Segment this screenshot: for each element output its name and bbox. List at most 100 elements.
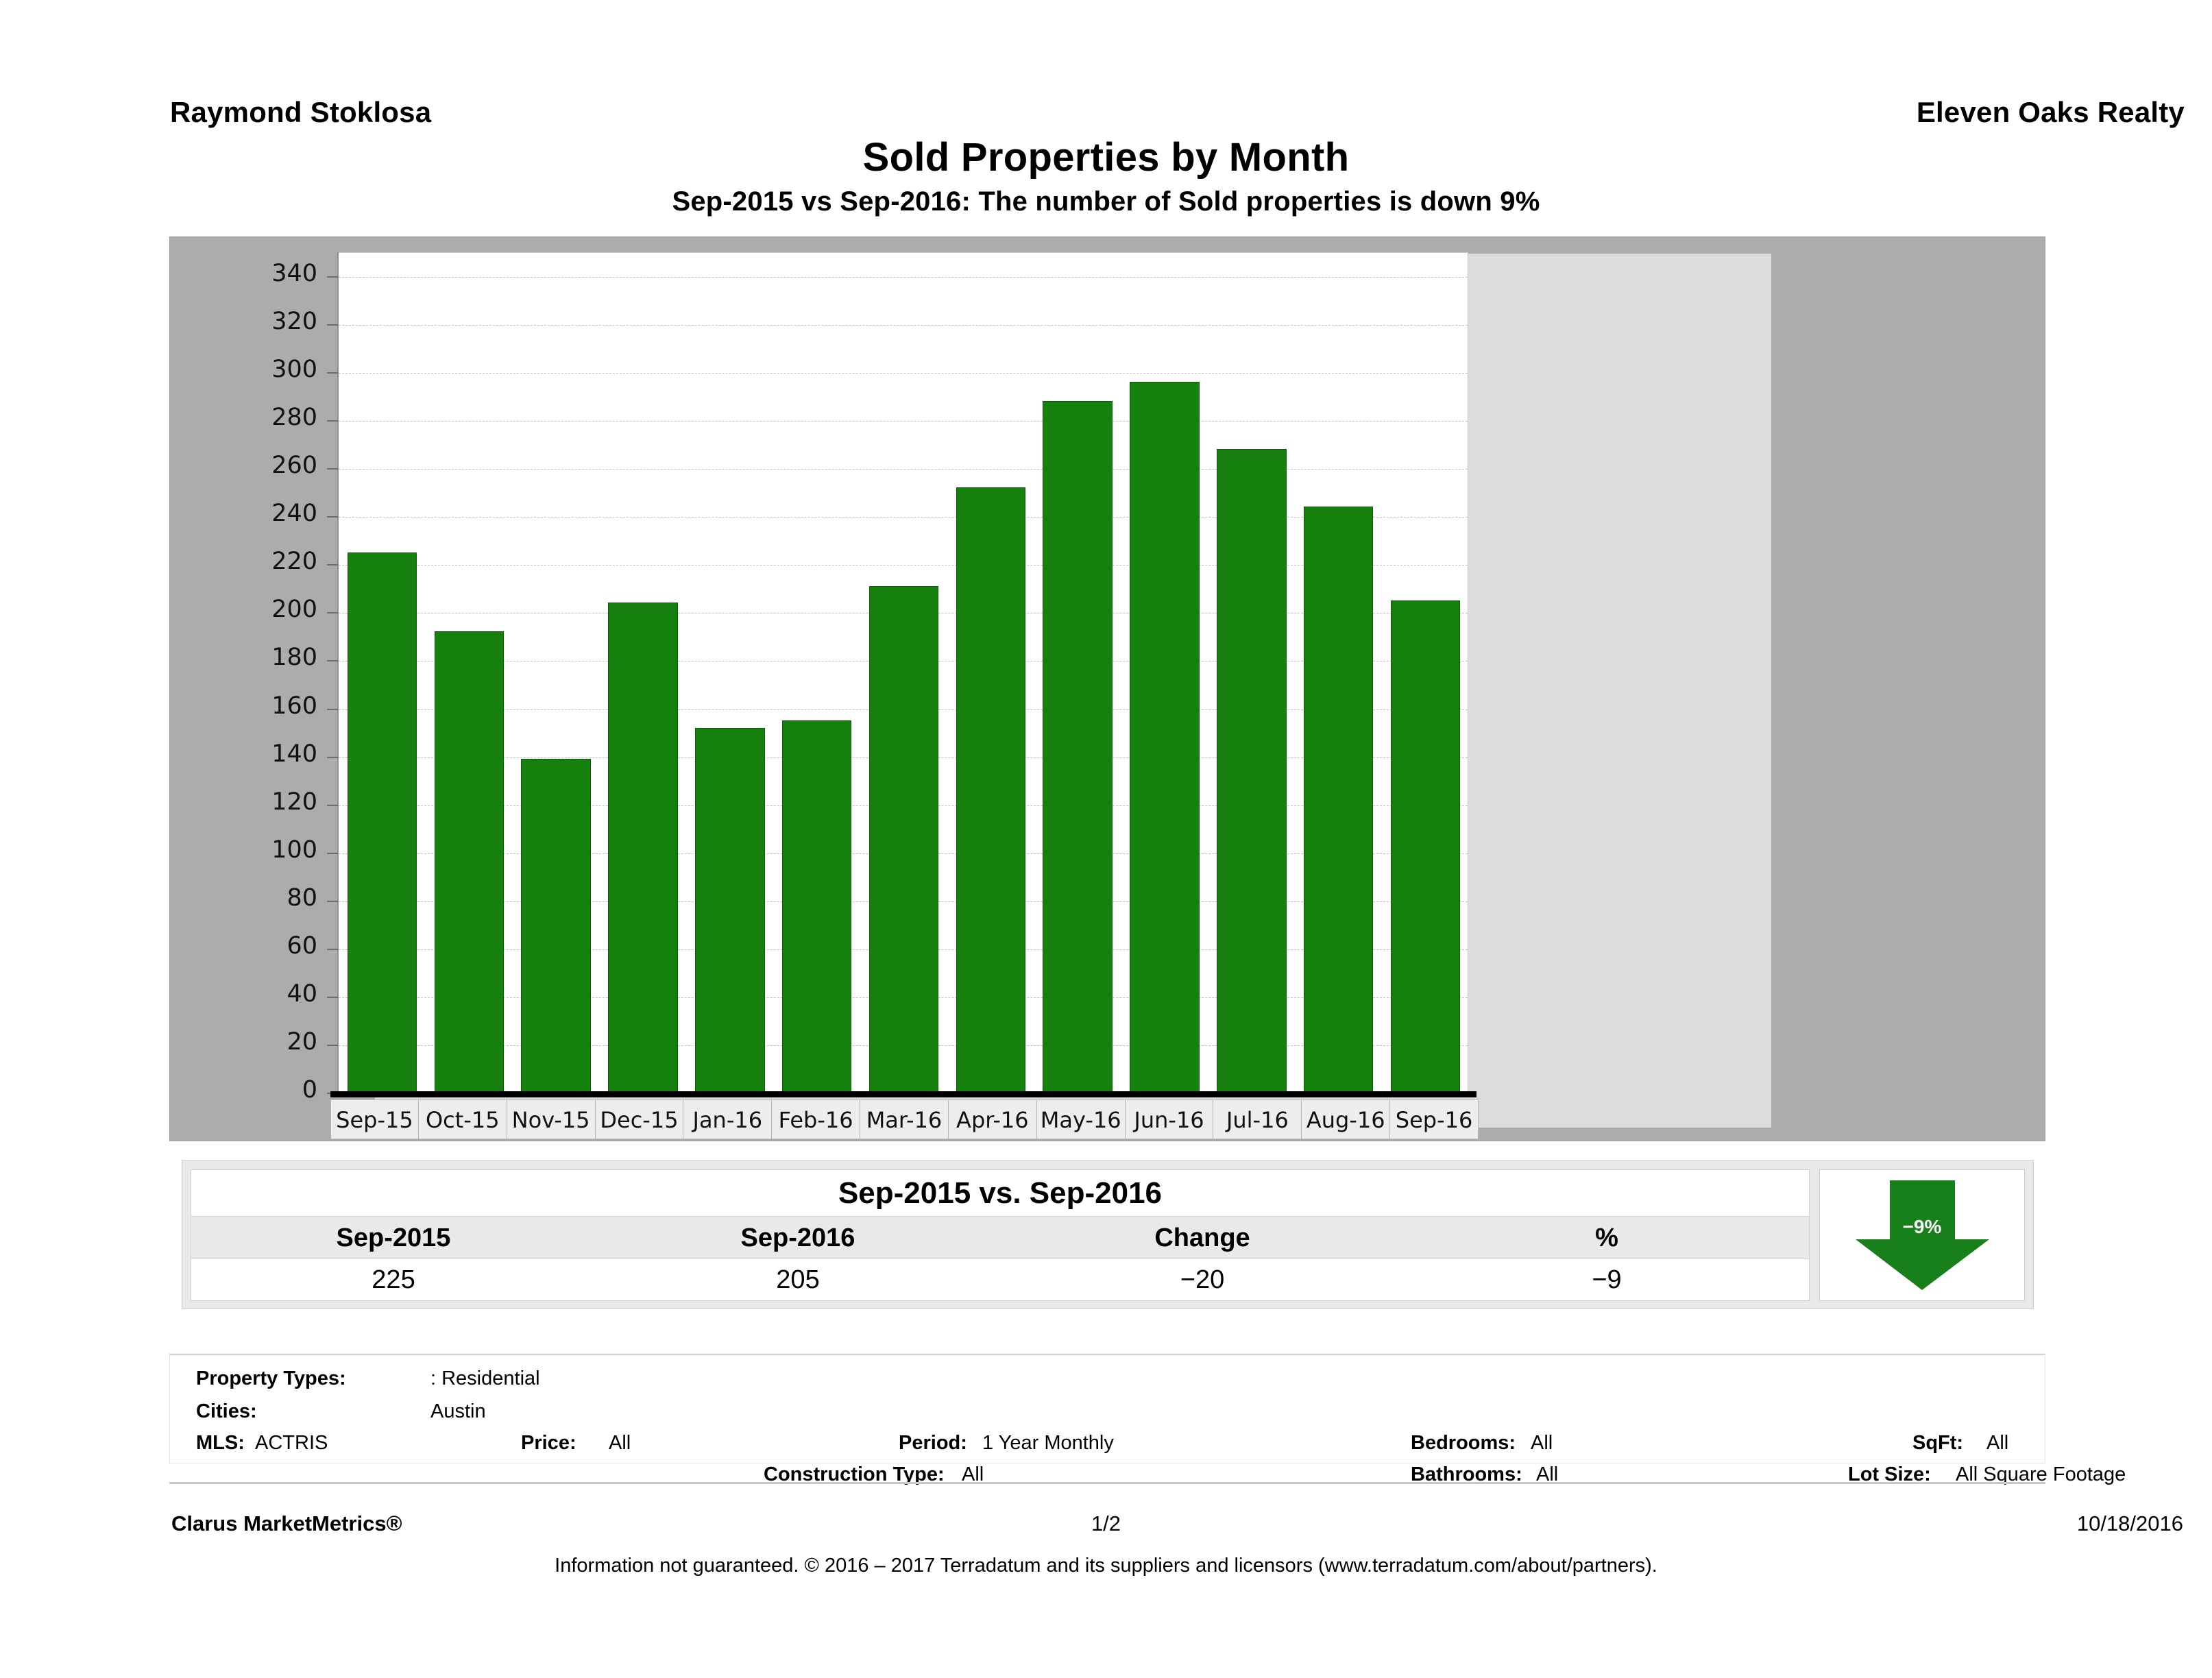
- comparison-value-cell: 205: [776, 1265, 820, 1294]
- y-axis-tick-mark: [327, 612, 338, 614]
- report-header: Raymond Stoklosa Eleven Oaks Realty: [0, 96, 2212, 137]
- page-subtitle: Sep-2015 vs Sep-2016: The number of Sold…: [672, 186, 1540, 217]
- y-axis-tick-mark: [327, 708, 338, 710]
- construction-type-label: Construction Type:: [764, 1463, 945, 1485]
- change-badge: −9%: [1819, 1169, 2025, 1301]
- chart-bars: [339, 252, 1468, 1093]
- sqft-value: All: [1986, 1432, 2009, 1454]
- chart-bar[interactable]: [1043, 401, 1113, 1093]
- y-axis-tick-label: 80: [287, 884, 317, 912]
- y-axis-tick-label: 320: [271, 308, 317, 336]
- period-label: Period:: [899, 1432, 967, 1454]
- y-axis-tick-mark: [327, 276, 338, 278]
- x-axis-tick-label: Jan-16: [683, 1100, 773, 1140]
- price-value: All: [609, 1432, 631, 1454]
- lot-size-value: All Square Footage: [1956, 1463, 2126, 1485]
- chart-bar[interactable]: [781, 720, 852, 1093]
- y-axis-line: [337, 252, 339, 1093]
- badge-label: −9%: [1902, 1216, 1942, 1237]
- chart-bar[interactable]: [695, 727, 765, 1093]
- x-axis-tick-label: Apr-16: [949, 1100, 1037, 1140]
- bedrooms-value: All: [1531, 1432, 1553, 1454]
- chart-bar[interactable]: [868, 585, 939, 1093]
- bedrooms-label: Bedrooms:: [1411, 1432, 1516, 1454]
- chart-bar[interactable]: [956, 487, 1026, 1093]
- brokerage-name: Eleven Oaks Realty: [1916, 96, 2185, 128]
- y-axis-tick-mark: [327, 1044, 338, 1046]
- y-axis-tick-mark: [327, 468, 338, 470]
- lot-size-label: Lot Size:: [1848, 1463, 1931, 1485]
- x-axis-tick-label: Mar-16: [860, 1100, 949, 1140]
- y-axis-tick-mark: [327, 804, 338, 806]
- y-axis-tick-label: 260: [271, 452, 317, 480]
- chart-bar[interactable]: [608, 603, 678, 1093]
- grid-line: [339, 517, 1468, 518]
- y-axis-tick-label: 240: [271, 500, 317, 528]
- y-axis-tick-mark: [327, 900, 338, 902]
- chart-bar[interactable]: [434, 631, 504, 1093]
- x-axis-tick-label: Feb-16: [772, 1100, 861, 1140]
- x-axis-labels: Sep-15 Oct-15 Nov-15 Dec-15 Jan-16 Feb-16 Mar-…: [330, 1099, 1479, 1140]
- x-axis-tick-label: Dec-15: [596, 1100, 684, 1140]
- chart-bar[interactable]: [1130, 382, 1200, 1093]
- y-axis-tick-mark: [327, 948, 338, 950]
- y-axis-tick-label: 340: [271, 260, 317, 288]
- y-axis-tick-mark: [327, 756, 338, 758]
- arrow-stem: [1889, 1180, 1955, 1241]
- comparison-section: Sep-2015 vs. Sep-2016 Sep-2015 Sep-2016 …: [182, 1160, 2034, 1309]
- comparison-value-row: 225 205 −20 −9: [191, 1259, 1809, 1300]
- grid-line: [339, 421, 1468, 422]
- bathrooms-label: Bathrooms:: [1411, 1463, 1522, 1485]
- comparison-value-cell: 225: [372, 1265, 415, 1294]
- footer-divider: [169, 1482, 2045, 1484]
- comparison-value-cell: −9: [1592, 1265, 1622, 1294]
- product-name: Clarus MarketMetrics®: [171, 1511, 402, 1535]
- grid-line: [339, 469, 1468, 470]
- comparison-header-row: Sep-2015 Sep-2016 Change %: [191, 1217, 1809, 1259]
- y-axis-tick-label: 0: [302, 1076, 317, 1104]
- y-axis-tick-label: 40: [287, 980, 317, 1008]
- y-axis-tick-label: 120: [271, 788, 317, 816]
- mls-value: ACTRIS: [255, 1432, 328, 1454]
- comparison-header-cell: Change: [1154, 1224, 1250, 1252]
- chart-bar[interactable]: [1390, 600, 1461, 1093]
- period-value: 1 Year Monthly: [982, 1432, 1114, 1454]
- y-axis-tick-label: 180: [271, 644, 317, 672]
- price-label: Price:: [521, 1432, 576, 1454]
- y-axis-tick-label: 220: [271, 548, 317, 576]
- grid-line: [339, 565, 1468, 566]
- chart-bar[interactable]: [1217, 449, 1287, 1093]
- y-axis-tick-label: 20: [287, 1028, 317, 1056]
- chart-bar[interactable]: [521, 759, 591, 1093]
- x-axis-tick-label: Aug-16: [1302, 1100, 1391, 1140]
- page-title: Sold Properties by Month: [862, 135, 1350, 180]
- x-axis-baseline: [330, 1091, 1476, 1097]
- y-axis-tick-label: 160: [271, 692, 317, 720]
- disclaimer-text: Information not guaranteed. © 2016 – 201…: [555, 1555, 1657, 1577]
- report-date: 10/18/2016: [2076, 1511, 2183, 1535]
- grid-line: [339, 277, 1468, 278]
- grid-line: [339, 373, 1468, 374]
- x-axis-tick-label: Sep-15: [330, 1100, 419, 1140]
- y-axis-tick-mark: [327, 372, 338, 374]
- y-axis-tick-label: 280: [271, 404, 317, 432]
- y-axis-tick-mark: [327, 564, 338, 566]
- mls-label: MLS:: [196, 1432, 245, 1454]
- y-axis-tick-label: 300: [271, 356, 317, 384]
- chart-bar[interactable]: [347, 552, 417, 1093]
- y-axis-tick-label: 200: [271, 596, 317, 624]
- y-axis-tick-mark: [327, 660, 338, 662]
- y-axis-tick-label: 140: [271, 740, 317, 768]
- cities-label: Cities:: [196, 1400, 257, 1422]
- comparison-table: Sep-2015 vs. Sep-2016 Sep-2015 Sep-2016 …: [191, 1169, 1810, 1301]
- construction-type-value: All: [962, 1463, 984, 1485]
- comparison-header-cell: Sep-2016: [740, 1224, 855, 1252]
- y-axis-tick-mark: [327, 852, 338, 854]
- chart-bar[interactable]: [1303, 507, 1374, 1093]
- comparison-header-cell: Sep-2015: [336, 1224, 451, 1252]
- y-axis-tick-mark: [327, 420, 338, 422]
- arrow-head: [1855, 1239, 1989, 1290]
- cities-value: Austin: [430, 1400, 486, 1422]
- y-axis-tick-mark: [327, 324, 338, 326]
